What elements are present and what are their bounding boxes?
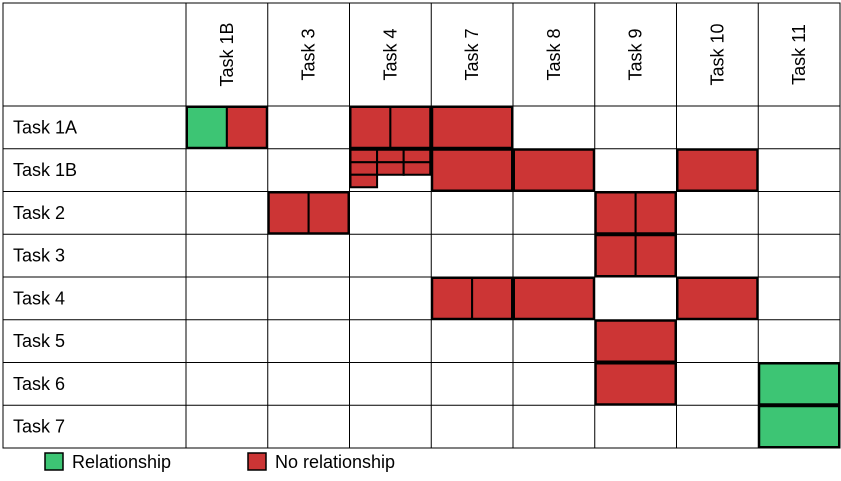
no-relationship-block xyxy=(471,277,513,320)
no-relationship-block xyxy=(349,148,379,164)
matrix-cell xyxy=(431,106,513,149)
no-relationship-block xyxy=(349,161,379,176)
matrix-cell xyxy=(513,277,595,320)
matrix-cell xyxy=(431,277,513,320)
row-labels: Task 1A Task 1B Task 2 Task 3 Task 4 Task 5 Ta… xyxy=(13,117,77,436)
no-relationship-block xyxy=(513,148,595,192)
no-relationship-block xyxy=(676,148,759,192)
row-label: Task 1B xyxy=(13,160,77,180)
matrix-cell xyxy=(676,148,759,192)
column-header: Task 8 xyxy=(544,28,564,80)
row-label: Task 1A xyxy=(13,117,77,137)
no-relationship-block xyxy=(634,191,677,235)
row-label: Task 4 xyxy=(13,288,65,308)
row-label: Task 5 xyxy=(13,331,65,351)
column-header: Task 3 xyxy=(299,28,319,80)
matrix-cell xyxy=(594,319,677,363)
row-label: Task 7 xyxy=(13,417,65,437)
no-relationship-block xyxy=(431,277,474,320)
matrix-cell xyxy=(676,277,759,320)
row-label: Task 2 xyxy=(13,203,65,223)
matrix-cell xyxy=(594,191,677,235)
legend-label: Relationship xyxy=(72,452,171,472)
relationship-block xyxy=(186,106,228,149)
no-relationship-block xyxy=(376,148,405,164)
matrix-cell xyxy=(186,106,268,149)
column-header: Task 9 xyxy=(626,28,646,80)
no-relationship-block xyxy=(402,148,432,164)
no-relationship-block xyxy=(431,106,513,149)
no-relationship-block xyxy=(307,191,350,235)
matrix-cell xyxy=(513,148,595,192)
no-relationship-block xyxy=(634,234,677,277)
column-header: Task 11 xyxy=(789,24,809,85)
no-relationship-block xyxy=(594,234,637,277)
legend-label: No relationship xyxy=(275,452,395,472)
matrix-cell xyxy=(349,106,432,149)
no-relationship-block xyxy=(594,362,677,406)
column-header: Task 1B xyxy=(217,22,237,86)
legend-swatch-no-relationship xyxy=(247,452,267,471)
row-label: Task 3 xyxy=(13,246,65,266)
no-relationship-block xyxy=(267,191,310,235)
column-header: Task 7 xyxy=(462,28,482,80)
matrix-cell xyxy=(431,148,513,192)
row-label: Task 6 xyxy=(13,374,65,394)
column-header: Task 10 xyxy=(707,23,727,85)
column-header: Task 4 xyxy=(380,28,400,80)
relationship-block xyxy=(758,405,840,448)
legend-item: No relationship xyxy=(247,452,395,472)
matrix-cells xyxy=(186,106,840,448)
legend: Relationship No relationship xyxy=(44,452,395,472)
no-relationship-block xyxy=(349,106,392,149)
no-relationship-block xyxy=(376,161,405,176)
matrix-cell xyxy=(758,362,840,406)
matrix-cell xyxy=(758,405,840,448)
legend-item: Relationship xyxy=(44,452,171,472)
no-relationship-block xyxy=(513,277,595,320)
relationship-block xyxy=(758,362,840,406)
matrix-frame xyxy=(2,2,841,449)
matrix-cell xyxy=(349,148,432,189)
matrix-grid xyxy=(2,2,841,449)
matrix-cell xyxy=(267,191,350,235)
no-relationship-block xyxy=(225,106,268,149)
no-relationship-block xyxy=(389,106,432,149)
no-relationship-block xyxy=(594,191,637,235)
column-headers: Task 1B Task 3 Task 4 Task 7 Task 8 Task 9 Tas… xyxy=(217,22,809,86)
legend-swatch-relationship xyxy=(44,452,64,471)
matrix-cell xyxy=(594,362,677,406)
no-relationship-block xyxy=(349,173,379,189)
no-relationship-block xyxy=(594,319,677,363)
no-relationship-block xyxy=(676,277,759,320)
matrix-cell xyxy=(594,234,677,277)
no-relationship-block xyxy=(402,161,432,176)
no-relationship-block xyxy=(431,148,513,192)
